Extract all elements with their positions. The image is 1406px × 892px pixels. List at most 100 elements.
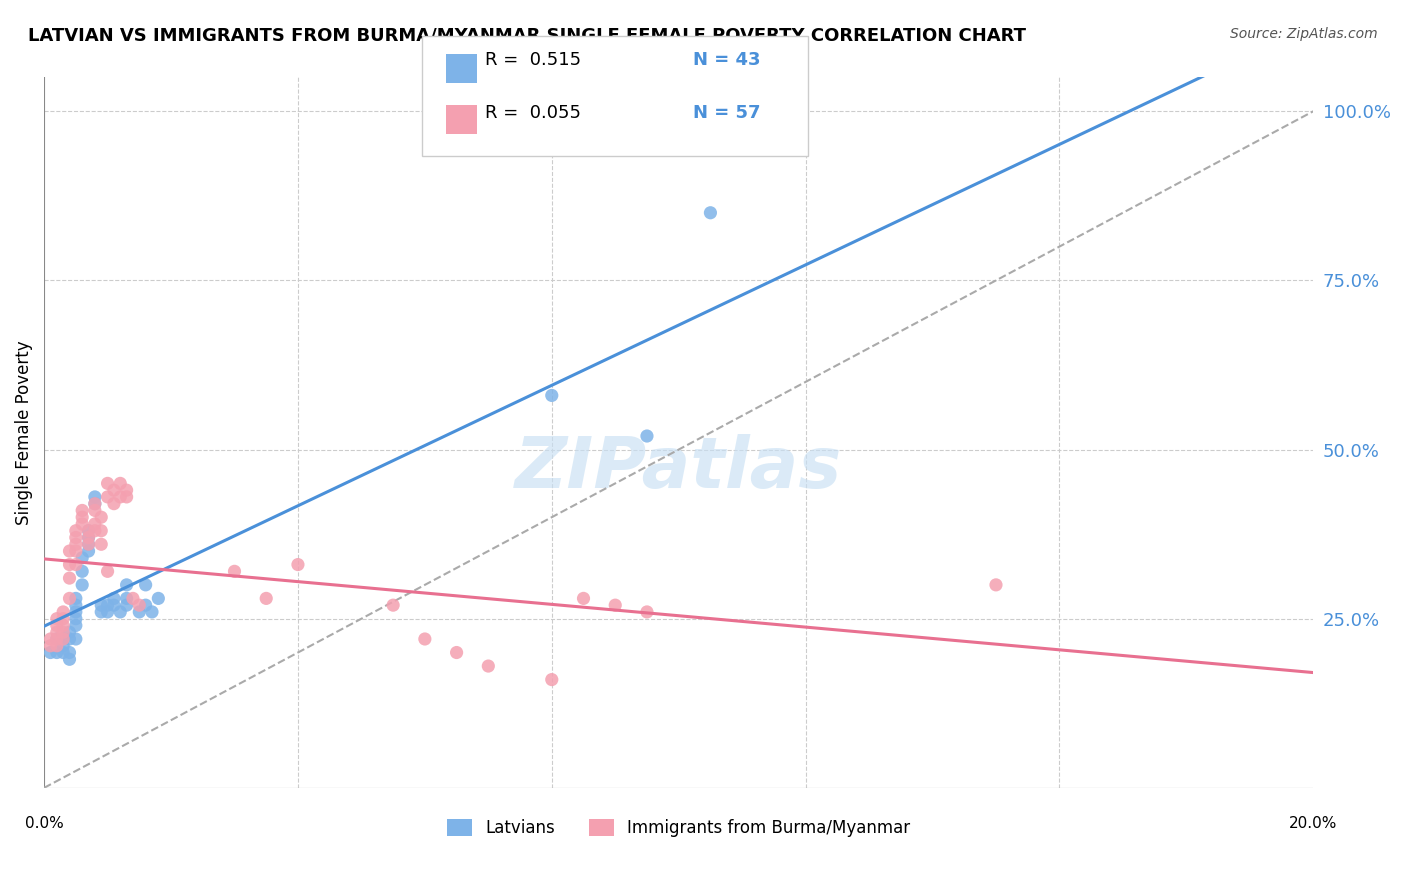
Point	[77, 524, 100, 538]
Point	[70, 565, 93, 579]
Point	[58, 591, 80, 606]
Point	[97, 605, 120, 619]
Text: LATVIAN VS IMMIGRANTS FROM BURMA/MYANMAR SINGLE FEMALE POVERTY CORRELATION CHART: LATVIAN VS IMMIGRANTS FROM BURMA/MYANMAR…	[28, 27, 1026, 45]
Point	[52, 639, 75, 653]
Point	[224, 565, 246, 579]
Point	[65, 591, 87, 606]
Point	[90, 510, 112, 524]
Point	[70, 503, 93, 517]
Point	[97, 476, 120, 491]
Text: 0.0%: 0.0%	[25, 816, 63, 831]
Point	[77, 531, 100, 545]
Point	[540, 388, 562, 402]
Point	[83, 497, 105, 511]
Point	[65, 558, 87, 572]
Point	[382, 598, 405, 612]
Point	[699, 206, 721, 220]
Point	[115, 591, 138, 606]
Point	[39, 632, 62, 646]
Point	[97, 490, 120, 504]
Point	[52, 646, 75, 660]
Point	[636, 605, 658, 619]
Point	[254, 591, 277, 606]
Text: N = 43: N = 43	[693, 51, 761, 69]
Point	[77, 537, 100, 551]
Point	[115, 490, 138, 504]
Point	[110, 476, 132, 491]
Point	[65, 537, 87, 551]
Text: Source: ZipAtlas.com: Source: ZipAtlas.com	[1230, 27, 1378, 41]
Point	[110, 490, 132, 504]
Text: ZIPatlas: ZIPatlas	[515, 434, 842, 503]
Point	[52, 605, 75, 619]
Point	[52, 618, 75, 632]
Point	[58, 652, 80, 666]
Point	[52, 632, 75, 646]
Point	[45, 632, 67, 646]
Point	[58, 632, 80, 646]
Point	[97, 565, 120, 579]
Point	[45, 612, 67, 626]
Point	[39, 639, 62, 653]
Point	[287, 558, 309, 572]
Point	[45, 632, 67, 646]
Text: R =  0.515: R = 0.515	[485, 51, 581, 69]
Point	[58, 625, 80, 640]
Point	[115, 598, 138, 612]
Point	[115, 483, 138, 497]
Point	[70, 510, 93, 524]
Point	[77, 537, 100, 551]
Point	[58, 558, 80, 572]
Point	[77, 531, 100, 545]
Point	[83, 490, 105, 504]
Point	[65, 618, 87, 632]
Point	[58, 571, 80, 585]
Point	[83, 503, 105, 517]
Point	[128, 605, 150, 619]
Point	[605, 598, 627, 612]
Point	[110, 605, 132, 619]
Point	[103, 598, 125, 612]
Point	[70, 550, 93, 565]
Point	[135, 598, 157, 612]
Point	[65, 612, 87, 626]
Point	[65, 632, 87, 646]
Point	[83, 497, 105, 511]
Point	[52, 625, 75, 640]
Point	[984, 578, 1007, 592]
Point	[477, 659, 499, 673]
Point	[128, 598, 150, 612]
Point	[103, 483, 125, 497]
Point	[540, 673, 562, 687]
Point	[115, 578, 138, 592]
Point	[77, 524, 100, 538]
Point	[103, 591, 125, 606]
Y-axis label: Single Female Poverty: Single Female Poverty	[15, 341, 32, 525]
Point	[83, 516, 105, 531]
Point	[122, 591, 145, 606]
Point	[70, 516, 93, 531]
Point	[70, 578, 93, 592]
Point	[65, 524, 87, 538]
Point	[52, 632, 75, 646]
Point	[148, 591, 170, 606]
Point	[83, 524, 105, 538]
Point	[90, 524, 112, 538]
Point	[135, 578, 157, 592]
Point	[97, 598, 120, 612]
Point	[572, 591, 595, 606]
Point	[58, 544, 80, 558]
Point	[90, 605, 112, 619]
Point	[90, 598, 112, 612]
Point	[45, 646, 67, 660]
Text: R =  0.055: R = 0.055	[485, 104, 581, 122]
Point	[45, 625, 67, 640]
Point	[141, 605, 163, 619]
Point	[65, 598, 87, 612]
Point	[52, 612, 75, 626]
Text: N = 57: N = 57	[693, 104, 761, 122]
Point	[65, 605, 87, 619]
Point	[45, 618, 67, 632]
Point	[90, 537, 112, 551]
Point	[65, 544, 87, 558]
